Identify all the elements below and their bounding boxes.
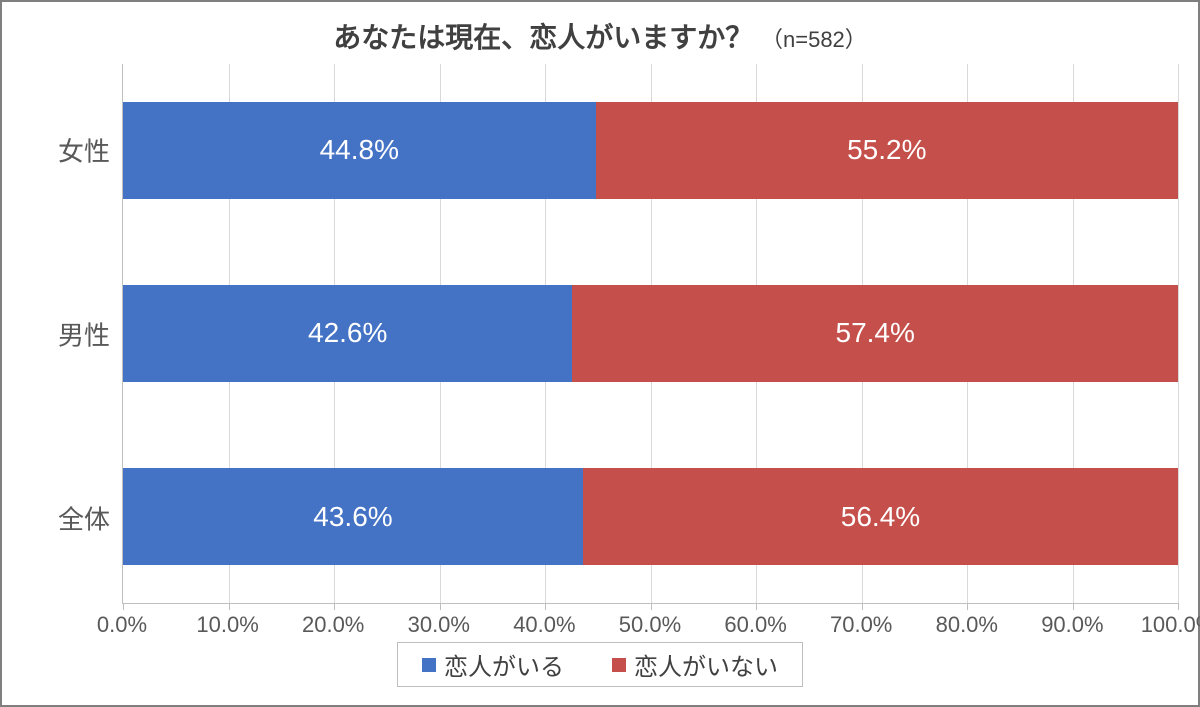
x-axis-tick-label: 90.0%: [1041, 612, 1103, 638]
bar-segment: 43.6%: [123, 468, 583, 565]
chart-container: あなたは現在、恋人がいますか？ （n=582） 女性男性全体 44.8%55.2…: [0, 0, 1200, 707]
y-axis-category-label: 女性: [58, 132, 110, 169]
x-axis-tick-label: 20.0%: [302, 612, 364, 638]
legend-label: 恋人がいない: [634, 647, 778, 682]
bar-segment: 55.2%: [596, 102, 1178, 199]
legend: 恋人がいる 恋人がいない: [397, 642, 803, 687]
x-axis-tick-label: 50.0%: [619, 612, 681, 638]
legend-item: 恋人がいない: [612, 647, 778, 682]
x-axis-tick-label: 40.0%: [513, 612, 575, 638]
bar-segment: 44.8%: [123, 102, 596, 199]
x-axis-tick-label: 10.0%: [196, 612, 258, 638]
legend-swatch: [612, 658, 626, 672]
bar-segment: 57.4%: [572, 285, 1178, 382]
x-axis-tick-label: 60.0%: [724, 612, 786, 638]
bar-row: 44.8%55.2%: [123, 102, 1178, 199]
x-axis-tick-label: 0.0%: [97, 612, 147, 638]
chart-title-sub: （n=582）: [761, 27, 867, 52]
x-axis-tick-label: 80.0%: [936, 612, 998, 638]
x-axis-labels: 0.0%10.0%20.0%30.0%40.0%50.0%60.0%70.0%8…: [122, 604, 1178, 634]
bar-segment: 56.4%: [583, 468, 1178, 565]
x-axis-tick-label: 30.0%: [408, 612, 470, 638]
y-axis-category-label: 男性: [58, 316, 110, 353]
legend-item: 恋人がいる: [422, 647, 564, 682]
legend-swatch: [422, 658, 436, 672]
x-tick: [1178, 603, 1179, 610]
bar-row: 43.6%56.4%: [123, 468, 1178, 565]
x-axis-tick-label: 100.0%: [1141, 612, 1200, 638]
gridline: [1178, 64, 1179, 603]
x-axis-tick-label: 70.0%: [830, 612, 892, 638]
chart-title-main: あなたは現在、恋人がいますか？: [333, 22, 753, 53]
plot-area-wrap: 女性男性全体 44.8%55.2%42.6%57.4%43.6%56.4%: [22, 64, 1178, 604]
chart-title: あなたは現在、恋人がいますか？ （n=582）: [22, 16, 1178, 56]
y-axis-labels: 女性男性全体: [22, 64, 122, 604]
bar-segment: 42.6%: [123, 285, 572, 382]
plot-area: 44.8%55.2%42.6%57.4%43.6%56.4%: [122, 64, 1178, 604]
legend-label: 恋人がいる: [444, 647, 564, 682]
bar-row: 42.6%57.4%: [123, 285, 1178, 382]
y-axis-category-label: 全体: [58, 499, 110, 536]
